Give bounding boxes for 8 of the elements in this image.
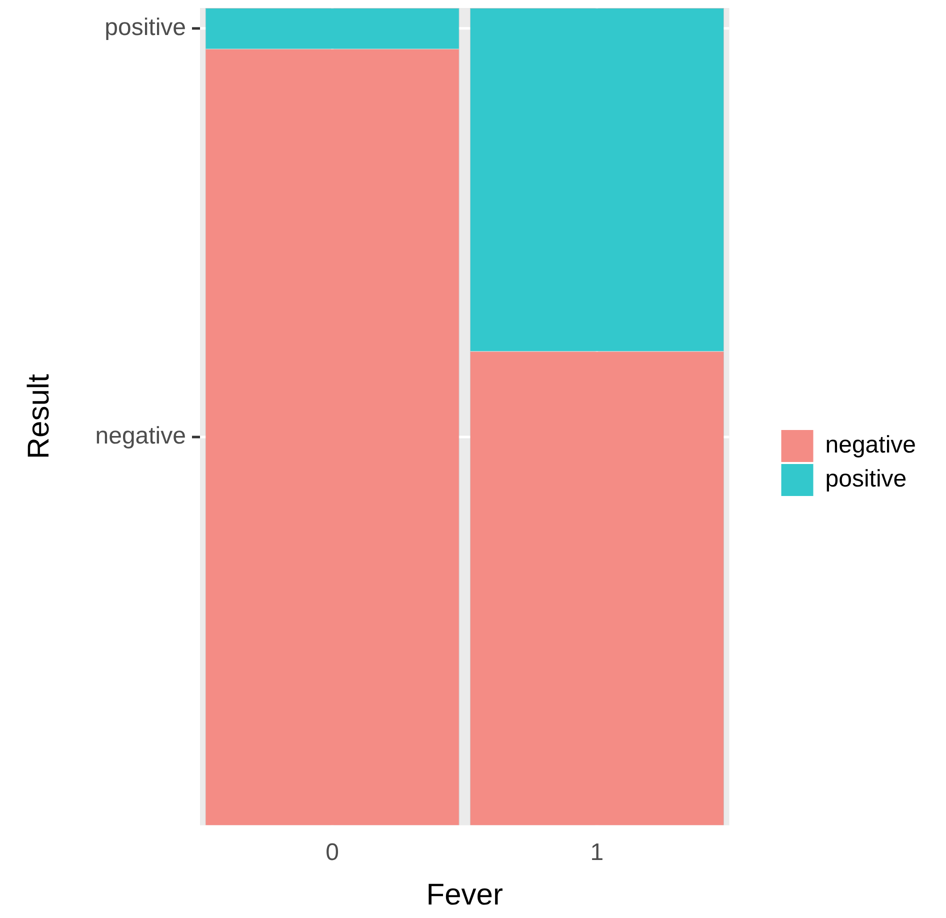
x-tick-label: 0 (326, 839, 339, 866)
legend-label: positive (825, 466, 907, 493)
x-axis-title: Fever (426, 878, 503, 912)
legend-label: negative (825, 432, 916, 459)
text: negative (95, 422, 186, 450)
text: positive (104, 14, 186, 42)
y-axis-title: Result (22, 373, 56, 460)
x-tick-label: 1 (590, 839, 604, 866)
